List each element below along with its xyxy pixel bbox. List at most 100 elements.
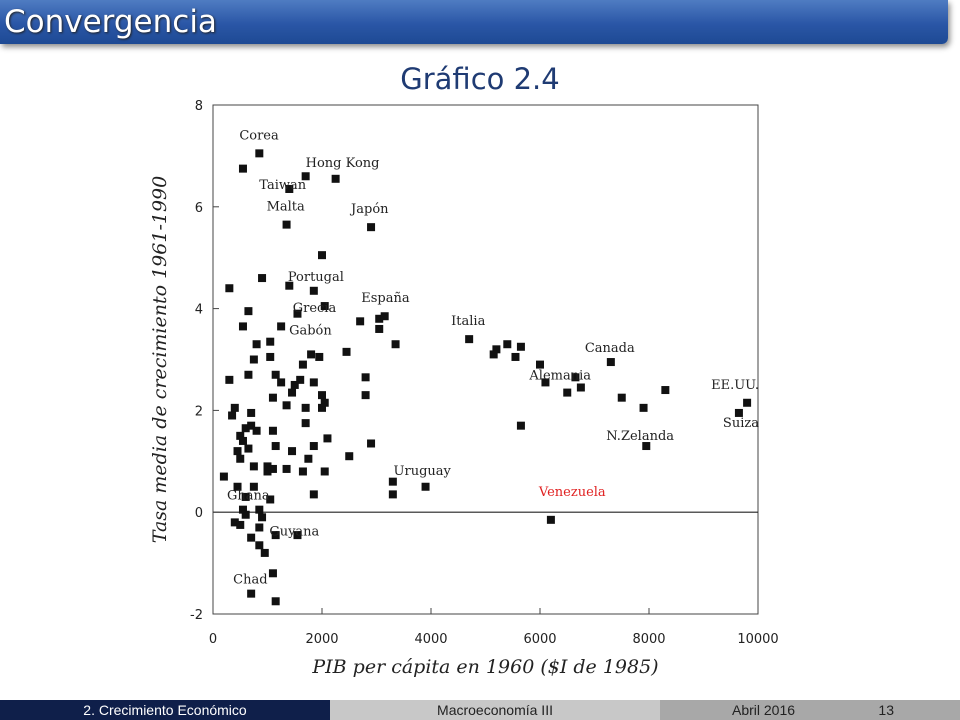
data-point (241, 424, 250, 433)
data-point (489, 350, 498, 359)
point-label: Grecia (293, 301, 337, 316)
data-point (268, 569, 277, 578)
data-point (421, 482, 430, 491)
y-tick-label: 6 (195, 201, 203, 216)
data-point (268, 426, 277, 435)
footer-course: Macroeconomía III (330, 700, 660, 720)
data-point (255, 523, 264, 532)
data-point (320, 398, 329, 407)
data-point (391, 340, 400, 349)
data-point (249, 462, 258, 471)
data-point (342, 347, 351, 356)
data-point (734, 408, 743, 417)
data-point (516, 342, 525, 351)
y-tick-label: 0 (195, 506, 203, 521)
data-point (375, 314, 384, 323)
data-point (361, 391, 370, 400)
data-point (255, 149, 264, 158)
data-point (282, 220, 291, 229)
data-point (380, 312, 389, 321)
footer-section: 2. Crecimiento Económico (0, 700, 330, 720)
data-point (642, 442, 651, 451)
data-point (252, 340, 261, 349)
data-point (255, 541, 264, 550)
data-point (236, 454, 245, 463)
data-point (236, 431, 245, 440)
data-point (617, 393, 626, 402)
data-point (511, 352, 520, 361)
slide-footer: 2. Crecimiento Económico Macroeconomía I… (0, 700, 960, 720)
data-point (233, 447, 242, 456)
data-point (268, 464, 277, 473)
data-point (388, 490, 397, 499)
point-label: Venezuela (538, 485, 606, 500)
data-point (277, 322, 286, 331)
data-point (743, 398, 752, 407)
data-point (296, 375, 305, 384)
point-label: Hong Kong (306, 156, 380, 171)
point-label: Guyana (269, 524, 319, 539)
data-point (282, 401, 291, 410)
data-point (301, 172, 310, 181)
data-point (271, 370, 280, 379)
data-point (516, 421, 525, 430)
data-point (238, 322, 247, 331)
point-label: Taiwan (259, 178, 306, 193)
data-point (356, 317, 365, 326)
data-point (288, 447, 297, 456)
footer-date: Abril 2016 (732, 702, 796, 718)
data-point (241, 492, 250, 501)
data-point (219, 472, 228, 481)
x-tick-label: 2000 (305, 632, 338, 647)
point-label: Alemania (528, 368, 591, 383)
data-point (255, 505, 264, 514)
data-point (541, 378, 550, 387)
data-point (225, 284, 234, 293)
data-point (247, 408, 256, 417)
point-label: Portugal (288, 270, 344, 285)
data-point (260, 548, 269, 557)
data-point (331, 174, 340, 183)
y-tick-label: -2 (190, 608, 203, 623)
data-point (290, 380, 299, 389)
data-point (563, 388, 572, 397)
x-tick-label: 8000 (632, 632, 665, 647)
data-point (244, 307, 253, 316)
data-point (304, 454, 313, 463)
data-point (238, 164, 247, 173)
data-point (298, 467, 307, 476)
data-point (230, 518, 239, 527)
data-point (576, 383, 585, 392)
data-point (320, 302, 329, 311)
data-point (266, 352, 275, 361)
data-point (492, 345, 501, 354)
data-point (266, 337, 275, 346)
x-tick-label: 10000 (737, 632, 778, 647)
footer-page-number: 13 (878, 702, 894, 718)
point-label: Ghana (227, 489, 270, 504)
data-point (258, 274, 267, 283)
data-point (244, 370, 253, 379)
data-point (367, 439, 376, 448)
x-tick-label: 6000 (523, 632, 556, 647)
data-point (263, 467, 272, 476)
point-label: Gabón (289, 323, 332, 338)
plot-frame (212, 104, 759, 615)
data-point (225, 375, 234, 384)
data-point (282, 464, 291, 473)
data-point (288, 388, 297, 397)
footer-date-page: Abril 2016 13 (660, 700, 960, 720)
point-label: Japón (349, 202, 389, 217)
x-tick-label: 0 (209, 632, 217, 647)
data-point (318, 391, 326, 400)
data-point (271, 442, 280, 451)
data-point (241, 510, 250, 519)
data-point (268, 393, 277, 402)
data-point (247, 589, 256, 598)
data-point (247, 421, 256, 430)
slide-title-bar: Convergencia (0, 0, 948, 44)
y-axis-title: Tasa media de crecimiento 1961-1990 (150, 176, 171, 543)
point-label: Canada (585, 341, 635, 356)
data-point (271, 531, 280, 540)
data-point (375, 324, 384, 333)
